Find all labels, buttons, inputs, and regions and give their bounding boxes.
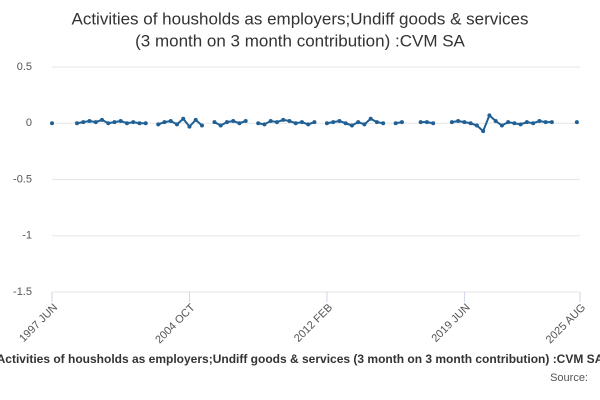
point [224,120,229,125]
point [524,120,529,125]
point [424,120,429,125]
point [193,117,198,122]
point [268,119,273,123]
chart-title: Activities of housholds as employers;Und… [71,9,528,28]
point [456,119,461,123]
point [87,119,92,123]
point [337,119,342,123]
point [112,120,117,125]
point [156,122,161,127]
point [237,121,242,126]
point [187,124,192,129]
point [93,120,98,125]
point [262,122,267,127]
point [356,120,361,125]
point [506,120,511,125]
point [324,121,329,126]
point [418,120,423,125]
point [381,121,386,126]
point [168,119,173,123]
point [537,119,542,123]
point [124,121,129,126]
point [50,121,54,126]
point [181,116,186,121]
point [374,120,379,125]
point [312,120,317,125]
point [131,120,136,125]
y-tick-label: 0.5 [17,61,32,73]
point [293,121,298,126]
point [99,117,104,122]
point [468,121,473,126]
point [231,119,236,123]
point [274,120,279,125]
point [518,122,523,127]
point [531,121,536,126]
point [362,122,367,127]
point [349,123,354,128]
point [331,120,336,125]
point [574,120,579,125]
point [74,121,79,126]
point [343,121,348,126]
point [143,121,148,126]
point [118,119,123,123]
y-tick-label: -1.5 [13,286,32,298]
point [287,119,292,123]
point [199,123,204,128]
x-tick-label: 2025 AUG [544,302,588,346]
point [474,123,479,128]
x-tick-label: 2019 JUN [430,302,473,345]
point [368,116,373,121]
point [212,120,217,125]
point [493,119,498,123]
point [81,120,86,125]
x-tick-label: 1997 JUN [17,302,60,345]
y-tick-label: -1 [22,230,32,242]
point [549,120,554,125]
point [399,120,404,125]
legend-label: Activities of housholds as employers;Und… [0,352,600,366]
x-tick-label: 2012 FEB [292,302,335,345]
point [218,123,223,128]
point [299,120,304,125]
point [243,119,248,123]
point [306,122,311,127]
point [281,117,286,122]
point [543,120,548,125]
point [393,121,398,126]
point [449,120,454,125]
chart-title: (3 month on 3 month contribution) :CVM S… [135,31,465,50]
point [431,121,436,126]
point [462,120,467,125]
source: Source: [550,372,588,384]
point [481,129,486,134]
y-tick-label: 0 [26,117,32,129]
y-tick-label: -0.5 [13,173,32,185]
point [106,121,111,126]
x-tick-label: 2004 OCT [153,301,198,346]
point [174,122,179,127]
point [512,121,517,126]
point [256,121,261,126]
point [137,121,142,126]
point [487,113,492,118]
point [162,120,167,125]
point [499,123,504,128]
